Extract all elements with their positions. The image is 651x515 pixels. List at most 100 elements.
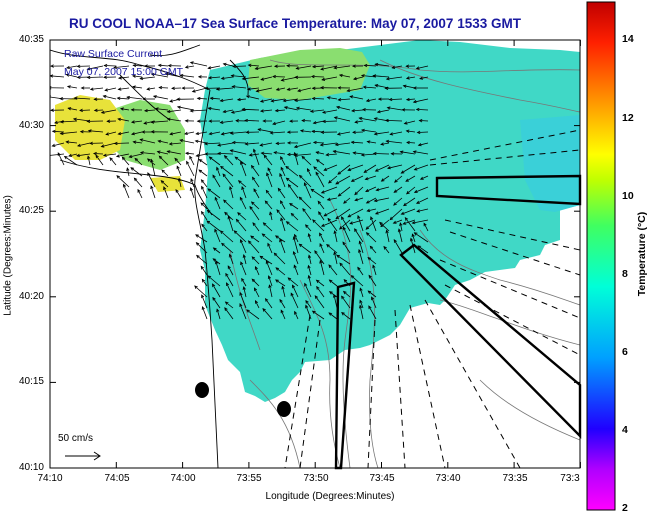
current-vector-head [315,151,320,155]
current-vector [220,230,234,243]
current-vector [294,142,312,148]
current-vector-head [130,132,135,136]
current-vector-head [131,74,136,78]
current-vector-head [130,108,135,112]
current-vector-head [342,241,346,246]
current-vector [217,142,234,146]
current-vector-head [176,165,180,170]
current-vector-head [275,279,279,283]
current-vector-head [339,226,343,230]
current-vector [310,188,325,199]
current-vector-head [301,118,306,123]
current-vector-head [293,264,297,269]
current-vector-head [76,75,81,79]
current-vector-head [362,85,367,89]
current-vector-head [341,295,345,300]
current-vector-head [122,183,127,188]
current-vector-head [319,232,323,237]
current-vector-head [255,89,260,93]
current-vector [220,166,234,177]
current-vector [264,200,273,210]
current-vector-head [275,87,280,91]
current-vector [361,75,377,78]
current-vector [350,96,364,100]
current-vector [354,186,364,195]
current-vector-head [241,107,246,112]
current-vector [279,173,286,188]
current-vector-head [203,142,208,146]
current-vector-head [374,168,379,172]
current-vector [320,142,338,146]
current-vector-head [412,150,417,154]
x-tick-label: 73:55 [236,473,262,484]
current-vector-head [363,63,368,68]
current-vector-head [189,155,193,160]
current-vector-head [402,221,407,225]
current-vector-head [319,242,323,247]
current-vector-head [222,173,226,178]
current-vector-head [225,272,229,277]
current-vector [109,157,117,166]
current-vector-head [242,253,246,258]
current-vector-head [200,179,205,183]
current-vector-head [280,166,284,171]
current-vector [118,118,130,122]
current-vector [201,294,208,309]
current-vector [95,155,104,166]
current-vector [261,152,273,155]
current-vector-head [289,202,293,207]
current-vector-head [269,131,274,135]
current-vector-head [257,128,262,132]
current-vector [167,150,182,155]
x-tick-label: 73:3 [560,473,580,484]
current-vector-head [405,129,410,133]
current-vector [387,107,403,111]
current-vector-head [244,118,248,123]
current-vector-head [365,188,369,192]
current-vector [202,306,208,320]
current-vector [186,161,195,177]
current-vector-head [126,95,131,100]
current-vector-head [336,105,340,110]
current-vector [381,175,390,182]
current-vector-head [316,285,320,290]
current-vector [224,212,234,221]
current-vector-head [314,250,318,254]
current-vector-head [223,199,227,204]
current-vector [327,218,338,232]
current-vector-head [195,254,200,259]
current-vector-head [413,167,418,171]
current-vector [308,255,312,265]
current-vector-head [359,304,363,309]
current-vector-head [337,193,342,197]
current-vector [255,65,273,70]
current-vector-head [374,84,379,88]
current-vector [277,188,286,199]
radar-station-2 [277,401,291,417]
current-vector [293,251,299,265]
current-vector [380,142,390,145]
colorbar-tick-label: 10 [622,190,634,202]
current-vector-head [150,72,155,77]
current-vector [354,228,364,243]
current-vector [359,305,364,320]
current-vector-head [285,221,290,225]
current-vector-head [219,165,224,170]
current-vector-head [212,258,217,262]
current-vector [255,300,260,309]
current-vector-head [368,305,372,310]
current-vector [343,197,351,204]
current-vector [321,186,338,194]
current-vector-head [267,167,271,172]
current-vector-head [327,217,331,222]
current-vector-head [359,287,363,292]
current-vector-head [224,211,228,216]
current-vector-head [168,142,173,146]
current-vector [170,131,182,135]
current-vector [66,74,78,78]
current-vector-head [102,153,107,157]
current-vector [311,76,325,78]
current-vector-head [50,156,51,157]
current-vector [320,65,338,70]
current-vector [279,239,286,254]
